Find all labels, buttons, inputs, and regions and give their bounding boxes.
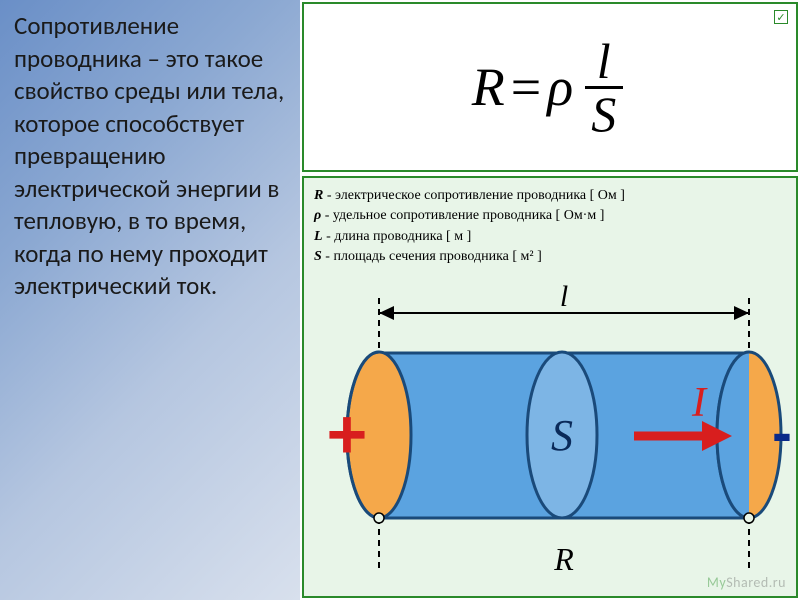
formula-eq: = bbox=[511, 56, 541, 118]
legend-row-rho: ρ - удельное сопротивление проводника [ … bbox=[314, 206, 786, 226]
legend-row-l: L - длина проводника [ м ] bbox=[314, 227, 786, 247]
plus-sign: + bbox=[327, 395, 368, 473]
formula-denominator: S bbox=[579, 89, 628, 139]
length-arrow-left bbox=[379, 306, 394, 320]
current-label: I bbox=[691, 380, 708, 426]
definition-text: Сопротивление проводника – это такое сво… bbox=[14, 10, 284, 301]
diagram-box: R - электрическое сопротивление проводни… bbox=[302, 176, 798, 598]
legend: R - электрическое сопротивление проводни… bbox=[314, 186, 786, 267]
cross-section-label: S bbox=[551, 411, 573, 460]
minus-sign: - bbox=[772, 399, 792, 466]
formula-R: R bbox=[472, 56, 505, 118]
formula-rho: ρ bbox=[547, 56, 573, 118]
formula-numerator: l bbox=[585, 36, 623, 89]
resistance-label: R bbox=[553, 541, 574, 577]
length-arrow-right bbox=[734, 306, 749, 320]
conductor-diagram: l S + - I bbox=[304, 258, 800, 598]
watermark: MyShared.ru bbox=[707, 574, 786, 591]
formula-fraction: l S bbox=[579, 36, 628, 139]
legend-row-r: R - электрическое сопротивление проводни… bbox=[314, 186, 786, 206]
definition-panel: Сопротивление проводника – это такое сво… bbox=[0, 0, 300, 600]
formula-box: ✓ R = ρ l S bbox=[302, 2, 798, 172]
terminal-right bbox=[744, 513, 754, 523]
check-icon: ✓ bbox=[774, 10, 788, 24]
length-label: l bbox=[560, 280, 568, 313]
formula: R = ρ l S bbox=[472, 36, 628, 139]
terminal-left bbox=[374, 513, 384, 523]
right-panel: ✓ R = ρ l S R - электрическое сопротивле… bbox=[300, 0, 800, 600]
